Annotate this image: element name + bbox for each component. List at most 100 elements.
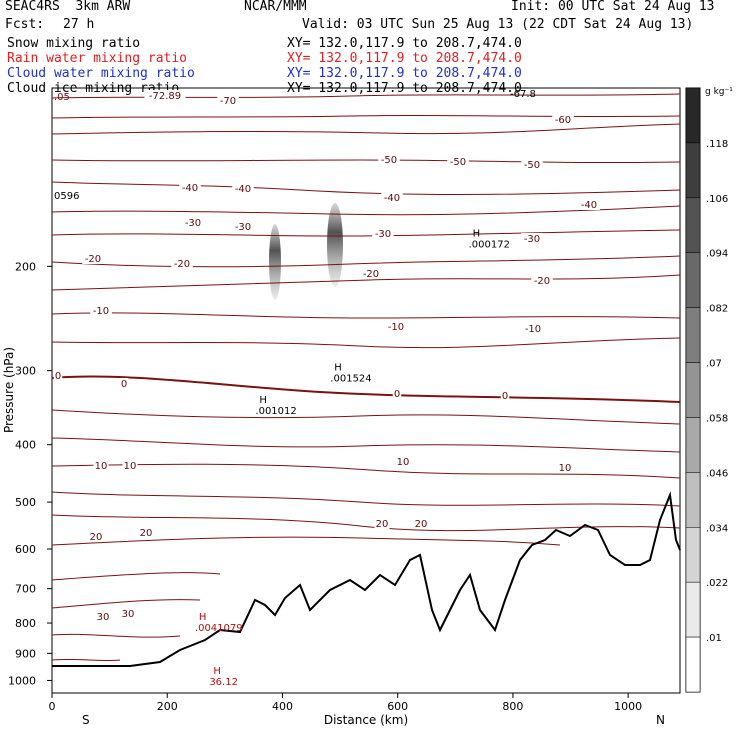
x-tick-label: 0 bbox=[49, 700, 56, 713]
contour-label: -70 bbox=[220, 96, 236, 107]
colorbar-tick-label: .118 bbox=[706, 139, 728, 150]
contour-label-bg bbox=[179, 182, 201, 193]
contour-label: -30 bbox=[375, 229, 391, 240]
colorbar-tick-label: .046 bbox=[706, 468, 728, 479]
colorbar-units: g kg⁻¹ bbox=[705, 87, 733, 97]
x-tick-label: 800 bbox=[502, 700, 523, 713]
contour-label: 10 bbox=[95, 461, 108, 472]
contour-label: -20 bbox=[363, 269, 379, 280]
extremum-value: .000172 bbox=[469, 239, 510, 250]
contour-label: -20 bbox=[174, 259, 190, 270]
contour-label: 20 bbox=[415, 519, 428, 530]
field-snow-xy: XY= 132.0,117.9 to 208.7,474.0 bbox=[287, 36, 522, 51]
contour-label-bg bbox=[413, 518, 429, 529]
colorbar-cell bbox=[685, 581, 701, 638]
contour-label: -10 bbox=[525, 324, 541, 335]
contour-label-bg bbox=[88, 531, 104, 542]
contour-label-bg bbox=[381, 192, 403, 203]
colorbar-tick-label: .022 bbox=[706, 578, 728, 589]
contour-label-bg bbox=[232, 221, 254, 232]
contour-label: -10 bbox=[93, 306, 109, 317]
extremum-value: 36.12 bbox=[209, 677, 238, 688]
extremum-marker: H bbox=[213, 666, 221, 677]
contour-label-bg bbox=[120, 608, 136, 619]
contour-label-bg bbox=[93, 460, 109, 471]
contour-label-bg bbox=[557, 462, 573, 473]
y-tick-label: 600 bbox=[15, 543, 36, 556]
contour-label-bg bbox=[53, 370, 63, 381]
contour-label: -40 bbox=[384, 193, 400, 204]
contour-label: 10 bbox=[559, 463, 572, 474]
contour-label-bg bbox=[95, 611, 111, 622]
contour-label: 0 bbox=[121, 379, 127, 390]
contour-label-bg bbox=[374, 518, 390, 529]
colorbar-cell bbox=[685, 472, 701, 528]
contour-label-bg bbox=[578, 199, 600, 210]
contour-label: -60 bbox=[555, 115, 571, 126]
x-tick-label: 600 bbox=[387, 700, 408, 713]
contour-label: 0 bbox=[502, 391, 508, 402]
y-axis-label: Pressure (hPa) bbox=[2, 347, 16, 433]
colorbar-tick-label: .058 bbox=[706, 413, 728, 424]
contour-label: -50 bbox=[524, 160, 540, 171]
y-tick-label: 700 bbox=[15, 583, 36, 596]
colorbar-cell bbox=[685, 417, 701, 473]
contour-label-bg bbox=[447, 156, 469, 167]
contour-label-bg bbox=[119, 378, 129, 389]
snow-plume-1 bbox=[269, 224, 281, 300]
field-rain-label: Rain water mixing ratio bbox=[7, 51, 188, 66]
field-snow-label: Snow mixing ratio bbox=[7, 36, 141, 51]
contour-label-bg bbox=[360, 268, 382, 279]
contour-label: 10 bbox=[124, 461, 137, 472]
y-tick-label: 900 bbox=[15, 647, 36, 660]
contour-label-bg bbox=[82, 253, 104, 264]
plot-frame bbox=[51, 87, 681, 694]
contour-label: -10 bbox=[388, 322, 404, 333]
contour-label: -20 bbox=[534, 276, 550, 287]
contour-label: -40 bbox=[235, 184, 251, 195]
colorbar-cell bbox=[685, 307, 701, 363]
extremum-value: .001524 bbox=[330, 374, 371, 385]
contour-label: -30 bbox=[185, 218, 201, 229]
contour-label-bg bbox=[122, 460, 138, 471]
contour-label: -50 bbox=[450, 157, 466, 168]
forecast-label: Fcst: bbox=[5, 17, 45, 32]
colorbar-cell bbox=[685, 197, 701, 253]
y-tick-label: 800 bbox=[15, 617, 36, 630]
colorbar-tick-label: .094 bbox=[706, 249, 728, 260]
organization: NCAR/MMM bbox=[244, 0, 307, 14]
contour-label: 20 bbox=[376, 519, 389, 530]
x-end-label-left: S bbox=[82, 713, 90, 727]
contour-label-bg bbox=[378, 154, 400, 165]
contour-label: -72.89 bbox=[149, 91, 181, 102]
x-end-label-right: N bbox=[656, 713, 665, 727]
valid-time: Valid: 03 UTC Sun 25 Aug 13 (22 CDT Sat … bbox=[302, 17, 694, 32]
y-tick-label: 400 bbox=[15, 439, 36, 452]
colorbar-cell bbox=[685, 142, 701, 199]
field-cloudwater-label: Cloud water mixing ratio bbox=[7, 66, 195, 81]
contour-label: -30 bbox=[524, 234, 540, 245]
contour-label: 10 bbox=[397, 457, 410, 468]
colorbar-cell bbox=[685, 636, 701, 693]
contour-label-bg bbox=[521, 233, 543, 244]
contour-label-bg bbox=[522, 323, 544, 334]
contour-label-bg bbox=[90, 305, 112, 316]
y-tick-label: 1000 bbox=[8, 674, 36, 687]
extremum-marker: H bbox=[259, 395, 267, 406]
contour-label-bg bbox=[232, 183, 254, 194]
contour-label-bg bbox=[217, 95, 239, 106]
contour-label-bg bbox=[500, 390, 510, 401]
contour-label-bg bbox=[372, 228, 394, 239]
contour-label-bg bbox=[552, 114, 574, 125]
contour-label-bg bbox=[138, 527, 154, 538]
colorbar-cell bbox=[685, 87, 701, 144]
contour-label-bg bbox=[171, 258, 193, 269]
terrain-profile bbox=[52, 491, 681, 667]
field-cloudwater-xy: XY= 132.0,117.9 to 208.7,474.0 bbox=[287, 66, 522, 81]
colorbar-tick-label: .034 bbox=[706, 523, 728, 534]
colorbar-cell bbox=[685, 252, 701, 308]
contour-label: 0 bbox=[55, 371, 61, 382]
contour-label: 20 bbox=[90, 532, 103, 543]
contour-label: -50 bbox=[381, 155, 397, 166]
snow-plume-2 bbox=[327, 203, 343, 287]
